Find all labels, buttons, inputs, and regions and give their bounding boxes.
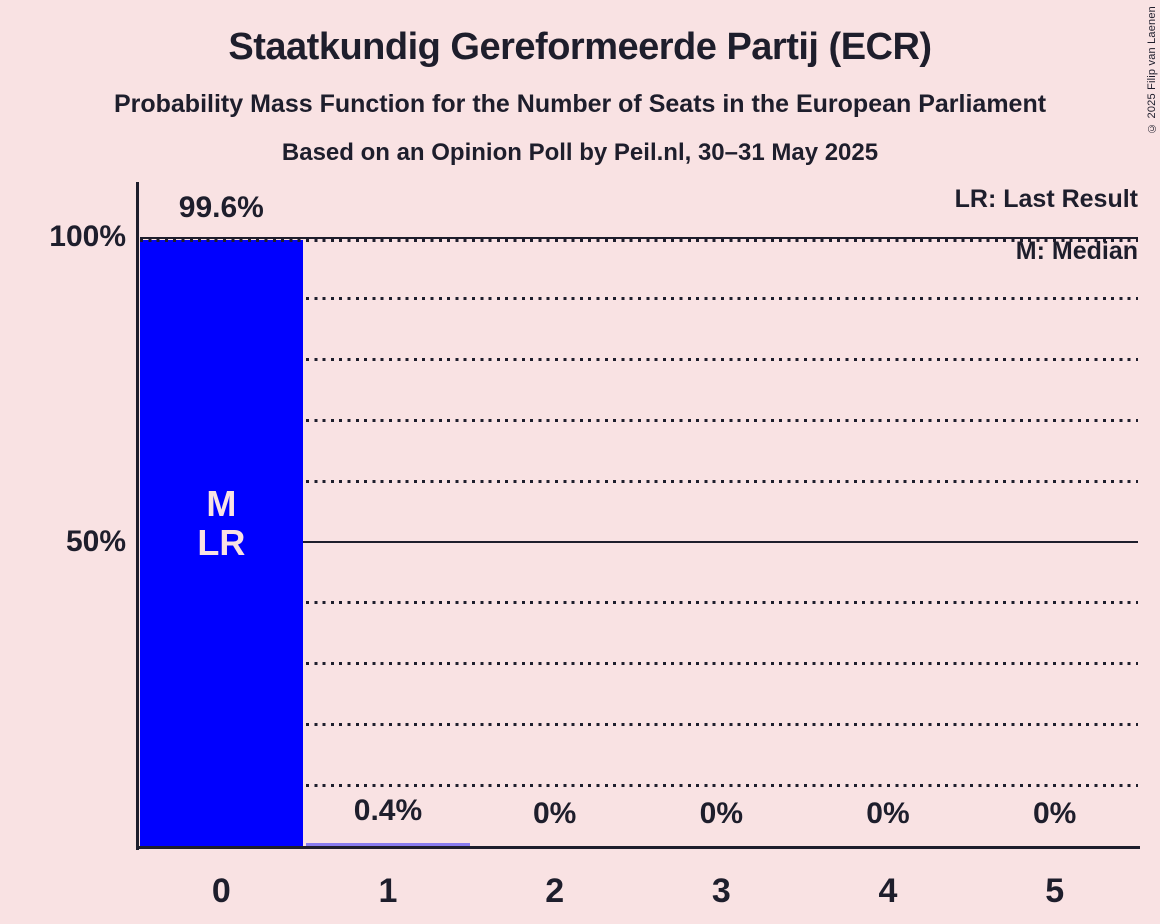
gridline-solid-50 (140, 540, 1138, 544)
gridline-dotted-10 (140, 783, 1138, 787)
bar-value-label-2: 0% (532, 796, 577, 830)
poll-source-line: Based on an Opinion Poll by Peil.nl, 30–… (281, 139, 879, 166)
last-result-marker: LR (197, 522, 246, 563)
page-title: Staatkundig Gereformeerde Partij (ECR) (228, 26, 932, 68)
bar-value-label-3: 0% (699, 796, 743, 830)
median-marker: M (206, 483, 237, 524)
y-axis-line (136, 182, 139, 850)
legend-last-result: LR: Last Result (954, 185, 1138, 213)
median-last-result-markers: M LR (138, 484, 305, 562)
x-tick-label-5: 5 (1045, 872, 1065, 910)
bar-value-label-1: 0.4% (353, 794, 423, 828)
x-tick-label-0: 0 (211, 872, 231, 910)
bar-value-label-0: 99.6% (178, 191, 264, 225)
gridline-dotted-60 (140, 479, 1138, 483)
x-axis-line (136, 845, 1140, 850)
x-tick-label-4: 4 (878, 872, 898, 910)
x-tick-label-1: 1 (378, 872, 398, 910)
gridline-dotted-80 (140, 358, 1138, 361)
legend-median: M: Median (1015, 237, 1138, 265)
bar-seats-1 (306, 843, 470, 846)
y-axis-label-50: 50% (65, 525, 126, 558)
gridline-dotted-30 (140, 662, 1138, 665)
bar-seats-0 (139, 240, 303, 846)
chart-subtitle: Probability Mass Function for the Number… (113, 90, 1047, 118)
x-tick-label-3: 3 (711, 872, 731, 910)
y-axis-label-100: 100% (49, 220, 126, 253)
gridline-dotted-70 (140, 418, 1138, 422)
x-tick-label-2: 2 (545, 872, 565, 910)
gridline-dotted-40 (140, 601, 1138, 605)
bar-value-label-5: 0% (1032, 796, 1077, 830)
gridline-dotted-90 (140, 297, 1138, 301)
gridline-max-value (140, 239, 1138, 242)
bar-value-label-4: 0% (866, 796, 910, 830)
copyright-notice: © 2025 Filip van Laenen (1146, 6, 1158, 134)
gridline-solid-100 (140, 236, 1138, 240)
gridline-dotted-20 (140, 722, 1138, 726)
